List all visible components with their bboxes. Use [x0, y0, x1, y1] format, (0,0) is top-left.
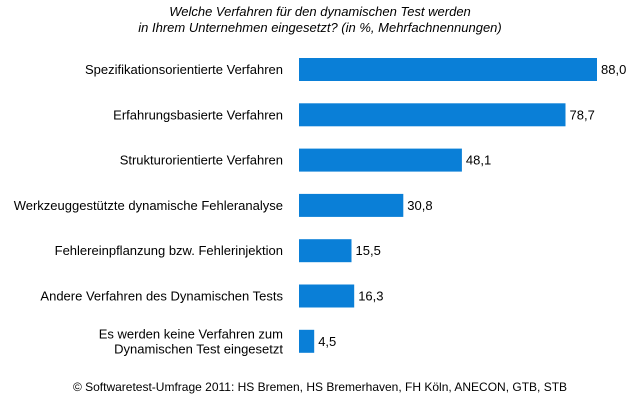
value-label-0: 88,0 [601, 62, 626, 77]
category-label-5: Andere Verfahren des Dynamischen Tests [40, 289, 283, 304]
category-label-1: Erfahrungsbasierte Verfahren [113, 107, 283, 122]
bar-0 [299, 58, 597, 81]
bars [299, 58, 597, 353]
bar-2 [299, 148, 462, 172]
bar-5 [299, 284, 355, 308]
value-label-2: 48,1 [466, 153, 491, 168]
category-label-0: Spezifikationsorientierte Verfahren [85, 62, 283, 77]
chart-title-line-2: in Ihrem Unternehmen eingesetzt? (in %, … [138, 20, 502, 35]
value-label-5: 16,3 [358, 289, 383, 304]
category-label-2: Strukturorientierte Verfahren [120, 153, 283, 168]
value-label-4: 15,5 [356, 243, 381, 258]
chart-title: Welche Verfahren für den dynamischen Tes… [138, 4, 502, 35]
value-label-1: 78,7 [570, 107, 595, 122]
category-label-6-line-1: Dynamischen Test eingesetzt [114, 341, 283, 356]
category-label-4: Fehlereinpflanzung bzw. Fehlerinjektion [55, 243, 283, 258]
value-labels: 88,0 78,7 48,1 30,8 15,5 16,3 4,5 [318, 62, 626, 349]
value-label-6: 4,5 [318, 334, 336, 349]
chart-title-line-1: Welche Verfahren für den dynamischen Tes… [169, 4, 471, 19]
source-note: © Softwaretest-Umfrage 2011: HS Bremen, … [73, 380, 567, 394]
bar-3 [299, 193, 404, 217]
bar-4 [299, 239, 352, 263]
value-label-3: 30,8 [407, 198, 432, 213]
bar-1 [299, 103, 566, 127]
category-labels: Spezifikationsorientierte Verfahren Erfah… [14, 62, 284, 356]
category-label-3: Werkzeuggestützte dynamische Fehleranaly… [14, 198, 283, 213]
bar-6 [299, 329, 315, 353]
category-label-6-line-0: Es werden keine Verfahren zum [99, 326, 283, 341]
